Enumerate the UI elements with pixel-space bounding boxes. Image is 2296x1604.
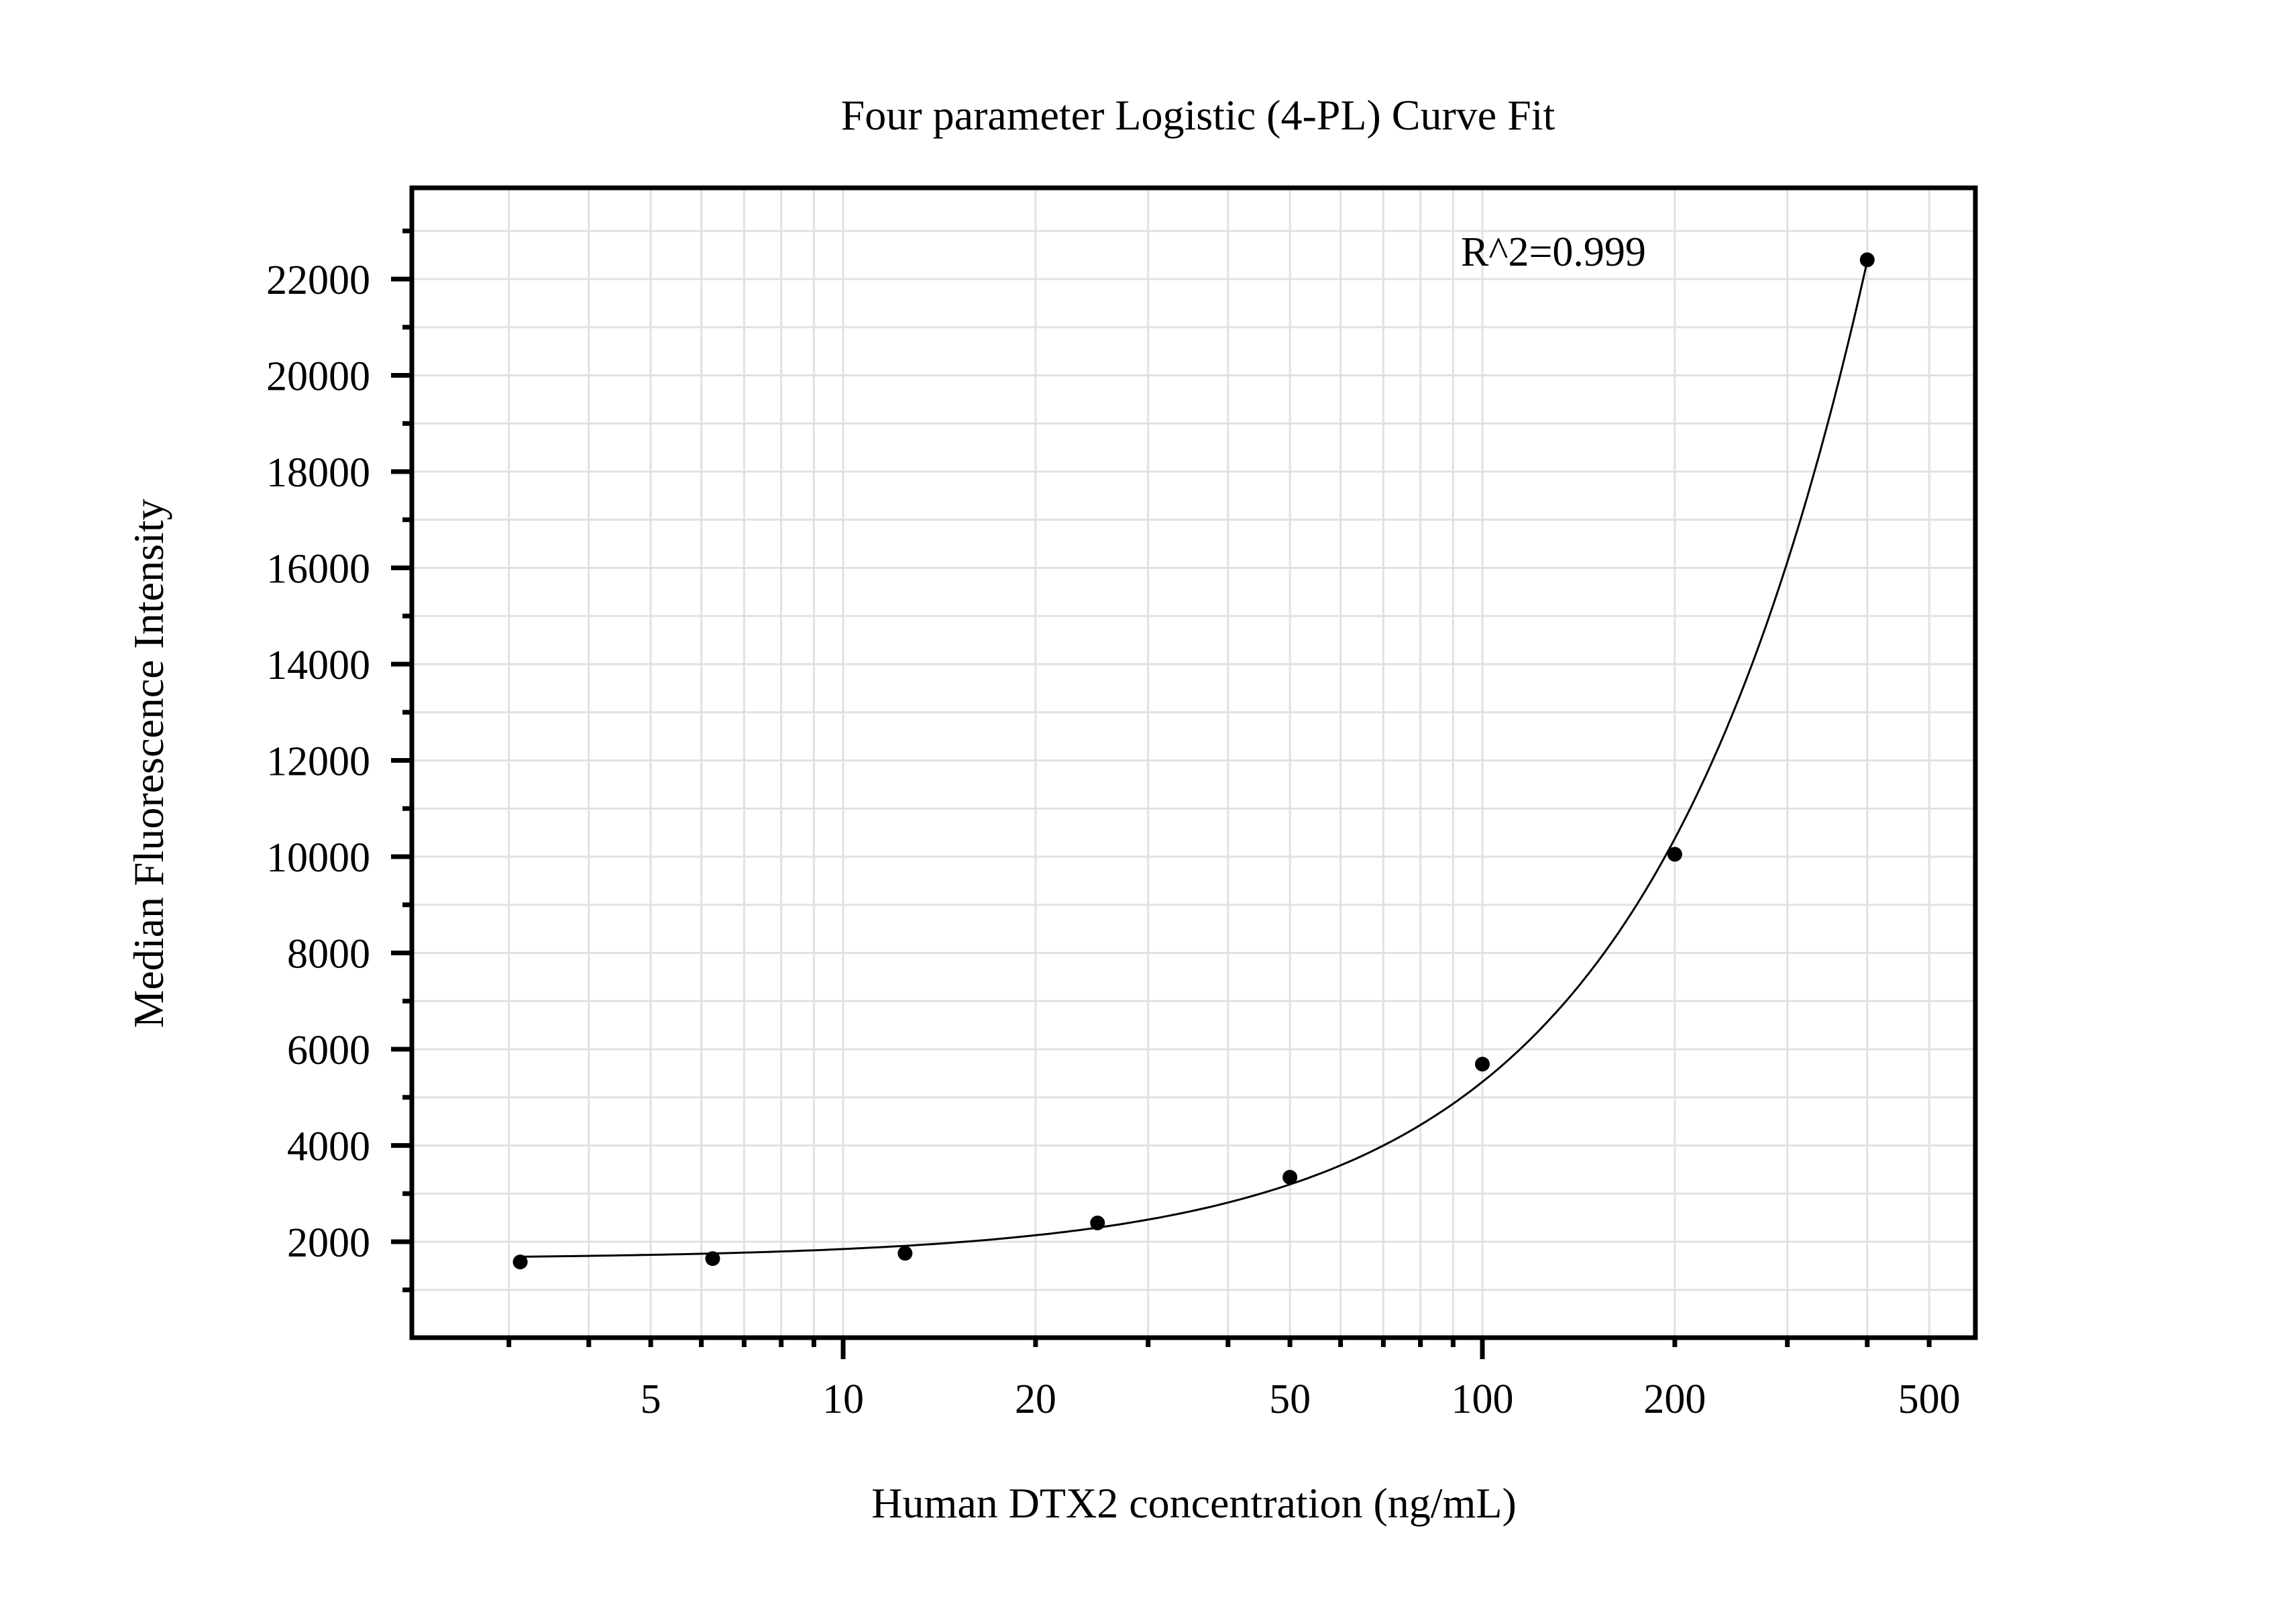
x-tick-label: 5: [641, 1377, 661, 1422]
y-tick-label: 14000: [266, 643, 370, 688]
r-squared-annotation: R^2=0.999: [1461, 229, 1646, 275]
data-point: [1859, 252, 1875, 268]
y-tick-label: 22000: [266, 258, 370, 303]
data-points: [512, 252, 1875, 1270]
data-point: [1475, 1057, 1490, 1072]
x-tick-label: 200: [1643, 1377, 1706, 1422]
y-tick-label: 20000: [266, 354, 370, 400]
fit-curve: [520, 260, 1869, 1258]
gridlines: [412, 188, 1975, 1338]
data-point: [897, 1246, 913, 1261]
y-tick-label: 2000: [287, 1220, 370, 1266]
x-axis-tick-labels: 5 10 20 50 100 200 500: [641, 1377, 1961, 1422]
x-axis-ticks: [506, 1338, 1932, 1359]
y-tick-label: 18000: [266, 450, 370, 496]
y-tick-label: 10000: [266, 835, 370, 881]
data-point: [512, 1254, 528, 1270]
data-point: [1282, 1169, 1298, 1185]
y-tick-label: 6000: [287, 1028, 370, 1073]
y-tick-label: 8000: [287, 932, 370, 977]
x-tick-label: 500: [1898, 1377, 1961, 1422]
x-tick-label: 20: [1015, 1377, 1056, 1422]
y-tick-label: 4000: [287, 1124, 370, 1170]
fit-curve-line: [520, 260, 1869, 1258]
data-point: [1667, 847, 1682, 862]
data-point: [1090, 1216, 1105, 1231]
chart-title: Four parameter Logistic (4-PL) Curve Fit: [841, 91, 1555, 139]
y-axis-ticks: [391, 228, 412, 1293]
y-axis-tick-labels: 2000 4000 6000 8000 10000 12000 14000 16000 1800…: [266, 258, 370, 1266]
y-tick-label: 16000: [266, 547, 370, 592]
y-tick-label: 12000: [266, 739, 370, 785]
data-point: [705, 1251, 720, 1267]
x-tick-label: 10: [822, 1377, 864, 1422]
y-axis-title: Median Fluorescence Intensity: [125, 498, 172, 1028]
x-axis-title: Human DTX2 concentration (ng/mL): [871, 1479, 1517, 1527]
x-tick-label: 100: [1452, 1377, 1514, 1422]
x-tick-label: 50: [1269, 1377, 1311, 1422]
